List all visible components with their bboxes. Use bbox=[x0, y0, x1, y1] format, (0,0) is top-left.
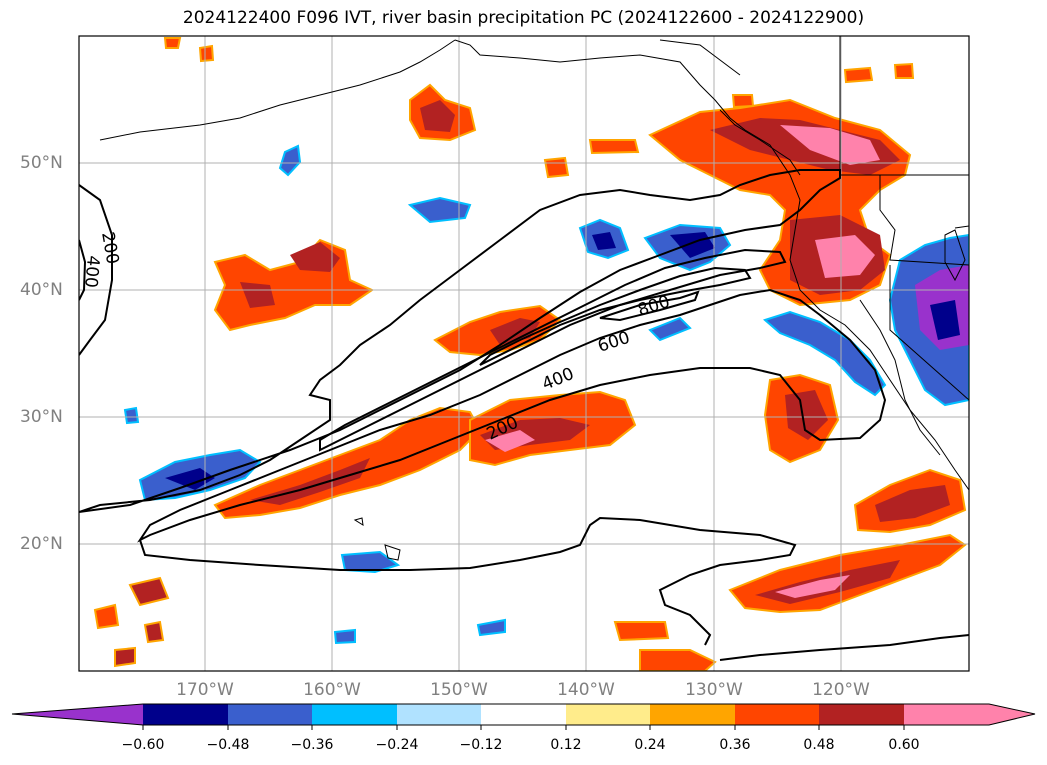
lat-label-50n: 50°N bbox=[20, 153, 63, 173]
map-title: 2024122400 F096 IVT, river basin precipi… bbox=[182, 8, 865, 28]
colorbar-tick: 0.12 bbox=[550, 737, 582, 753]
lon-label-140w: 140°W bbox=[557, 680, 615, 700]
colorbar-tick: −0.12 bbox=[459, 737, 503, 753]
map-plot-area bbox=[79, 36, 969, 671]
colorbar-tick: 0.60 bbox=[888, 737, 920, 753]
colorbar-tick: −0.48 bbox=[206, 737, 250, 753]
colorbar-tick: −0.60 bbox=[121, 737, 165, 753]
lat-label-20n: 20°N bbox=[20, 534, 63, 554]
colorbar-tick: 0.24 bbox=[634, 737, 666, 753]
lon-label-120w: 120°W bbox=[812, 680, 870, 700]
lon-label-160w: 160°W bbox=[303, 680, 361, 700]
lat-label-40n: 40°N bbox=[20, 280, 63, 300]
contour-label-left-400: 400 bbox=[80, 255, 103, 289]
lon-label-170w: 170°W bbox=[176, 680, 234, 700]
map-border bbox=[78, 35, 970, 672]
colorbar-tick: 0.48 bbox=[803, 737, 835, 753]
colorbar bbox=[11, 703, 1036, 730]
lat-label-30n: 30°N bbox=[20, 407, 63, 427]
colorbar-extend-max bbox=[989, 704, 1035, 725]
lon-label-130w: 130°W bbox=[685, 680, 743, 700]
precip-pc-shading bbox=[93, 37, 969, 671]
colorbar-tick: 0.36 bbox=[719, 737, 751, 753]
colorbar-extend-min bbox=[12, 704, 143, 725]
lon-label-150w: 150°W bbox=[430, 680, 488, 700]
colorbar-tick: −0.24 bbox=[375, 737, 419, 753]
graticule bbox=[79, 36, 969, 671]
ivt-contours bbox=[79, 169, 969, 661]
colorbar-tick: −0.36 bbox=[290, 737, 334, 753]
